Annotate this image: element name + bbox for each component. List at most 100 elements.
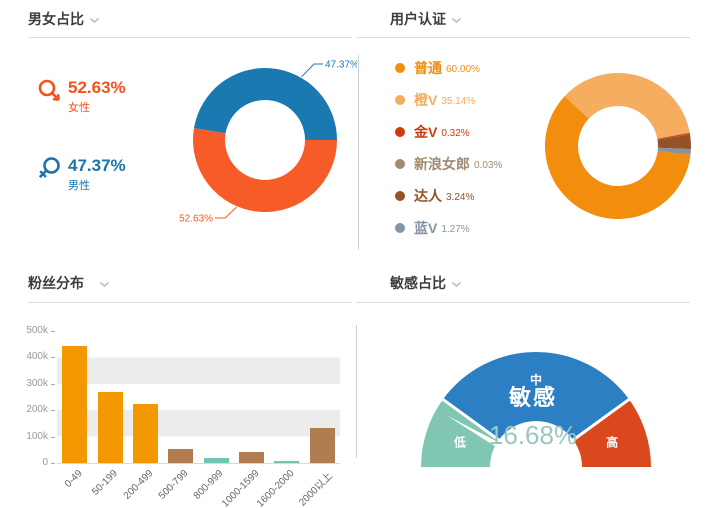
bar-800-999[interactable] — [203, 458, 229, 463]
legend-item-普通[interactable]: 普通 60.00% — [395, 52, 550, 84]
legend-item-金V[interactable]: 金V 0.32% — [395, 116, 550, 148]
legend-item-新浪女郎[interactable]: 新浪女郎 0.03% — [395, 148, 550, 180]
panel-divider — [358, 55, 359, 250]
legend-item-橙V[interactable]: 橙V 35.14% — [395, 84, 550, 116]
legend-value: 0.03% — [474, 160, 503, 171]
gender-donut-chart: 47.37% 52.63% — [173, 50, 357, 240]
x-axis-line — [57, 463, 340, 464]
y-axis-tick-label: 100k — [26, 430, 48, 442]
y-axis-tick-label: 200k — [26, 404, 48, 416]
pie-slice-普通[interactable] — [545, 96, 691, 219]
legend-label: 橙V — [414, 92, 438, 108]
bar-1600-2000[interactable] — [274, 460, 300, 463]
legend-value: 1.27% — [441, 224, 470, 235]
legend-value: 60.00% — [446, 64, 480, 75]
verification-legend: 普通 60.00% 橙V 35.14% 金V 0.32% 新浪女郎 0.03% 达人 3.24% 蓝… — [395, 52, 550, 244]
y-axis-tick — [51, 331, 55, 332]
panel-header-sensitive[interactable]: 敏感占比 — [390, 273, 462, 293]
gauge-zone-label-高: 高 — [606, 434, 618, 449]
gauge-zone-label-低: 低 — [453, 434, 466, 449]
panel-header-gender[interactable]: 男女占比 — [28, 9, 100, 29]
chevron-down-icon[interactable] — [451, 17, 462, 24]
pie-slice-female[interactable] — [193, 128, 337, 212]
x-axis-tick-label: 800-999 — [192, 468, 226, 502]
pie-label-male: 47.37% — [325, 60, 357, 71]
header-underline — [356, 37, 690, 38]
x-axis-tick-label: 200-499 — [121, 468, 156, 502]
sensitive-panel-title: 敏感占比 — [390, 275, 446, 291]
bar-50-199[interactable] — [97, 392, 123, 463]
legend-value: 0.32% — [441, 128, 470, 139]
gauge-zone-高 — [573, 399, 651, 467]
legend-value: 3.24% — [446, 192, 475, 203]
bar-0-49[interactable] — [62, 345, 88, 463]
male-label: 男性 — [68, 180, 90, 192]
female-label: 女性 — [68, 102, 90, 114]
panel-header-fans[interactable]: 粉丝分布 — [28, 273, 110, 293]
pie-slice-male[interactable] — [193, 67, 337, 140]
legend-label: 金V — [414, 124, 438, 140]
chevron-down-icon[interactable] — [99, 281, 110, 288]
sensitive-gauge-chart: 低 中高 敏感 16.68% — [411, 347, 661, 472]
pie-slice-橙V[interactable] — [564, 72, 690, 139]
pie-slice-蓝V[interactable] — [657, 147, 691, 155]
legend-dot — [395, 63, 405, 73]
pie-slice-达人[interactable] — [657, 134, 691, 150]
legend-dot — [395, 95, 405, 105]
pie-slice-金V[interactable] — [657, 132, 691, 140]
y-axis-tick — [51, 357, 55, 359]
legend-label: 蓝V — [414, 220, 438, 236]
legend-dot — [395, 223, 405, 233]
header-underline — [28, 37, 352, 38]
verification-panel-title: 用户认证 — [390, 11, 446, 27]
y-axis-tick — [51, 436, 55, 438]
gauge-zone-中 — [442, 351, 630, 440]
gauge-value: 16.68% — [489, 420, 577, 450]
legend-item-蓝V[interactable]: 蓝V 1.27% — [395, 212, 550, 244]
gender-panel-title: 男女占比 — [28, 11, 84, 27]
x-axis-tick-label: 500-799 — [156, 468, 191, 502]
verification-donut-chart — [543, 71, 693, 221]
legend-dot — [395, 191, 405, 201]
x-axis-tick-label: 2000以上 — [297, 470, 335, 508]
female-stat: 52.63% 女性 — [36, 78, 126, 115]
pie-slice-新浪女郎[interactable] — [657, 134, 691, 140]
fans-bar-chart: 0 100k 200k 300k 400k 500k 0-49 50-199 200-499 50… — [14, 325, 359, 508]
fans-panel-title: 粉丝分布 — [28, 275, 84, 291]
legend-value: 35.14% — [441, 96, 476, 107]
gauge-zone-低 — [421, 399, 499, 467]
male-stat: 47.37% 男性 — [36, 156, 126, 193]
chevron-down-icon[interactable] — [89, 17, 100, 24]
chevron-down-icon[interactable] — [451, 281, 462, 288]
male-icon — [38, 157, 60, 179]
bar-2000以上[interactable] — [309, 428, 335, 463]
x-axis-tick-label: 50-199 — [90, 468, 120, 498]
female-icon — [38, 79, 60, 101]
legend-label: 普通 — [414, 60, 442, 76]
gauge-zone-label-中: 中 — [530, 372, 542, 387]
bar-1000-1599[interactable] — [239, 451, 265, 463]
y-axis-tick — [51, 383, 55, 385]
y-axis-tick-label: 400k — [26, 351, 48, 363]
y-axis-tick — [51, 463, 55, 464]
panel-divider — [356, 325, 357, 458]
y-axis-tick-label: 300k — [26, 377, 48, 389]
gauge-needle — [446, 415, 530, 466]
bar-500-799[interactable] — [168, 449, 194, 463]
y-axis-tick-label: 0 — [42, 457, 48, 468]
legend-label: 达人 — [414, 188, 442, 204]
female-percentage: 52.63% — [68, 78, 126, 97]
y-axis-tick — [51, 410, 55, 412]
bar-200-499[interactable] — [132, 403, 158, 463]
panel-header-verification[interactable]: 用户认证 — [390, 9, 462, 29]
male-percentage: 47.37% — [68, 156, 126, 175]
y-axis-tick-label: 500k — [26, 325, 48, 336]
legend-item-达人[interactable]: 达人 3.24% — [395, 180, 550, 212]
header-underline — [28, 302, 352, 303]
legend-dot — [395, 127, 405, 137]
legend-label: 新浪女郎 — [414, 156, 470, 172]
x-axis-tick-label: 0-49 — [62, 468, 85, 490]
gauge-center-label: 敏感 — [508, 385, 557, 410]
legend-dot — [395, 159, 405, 169]
